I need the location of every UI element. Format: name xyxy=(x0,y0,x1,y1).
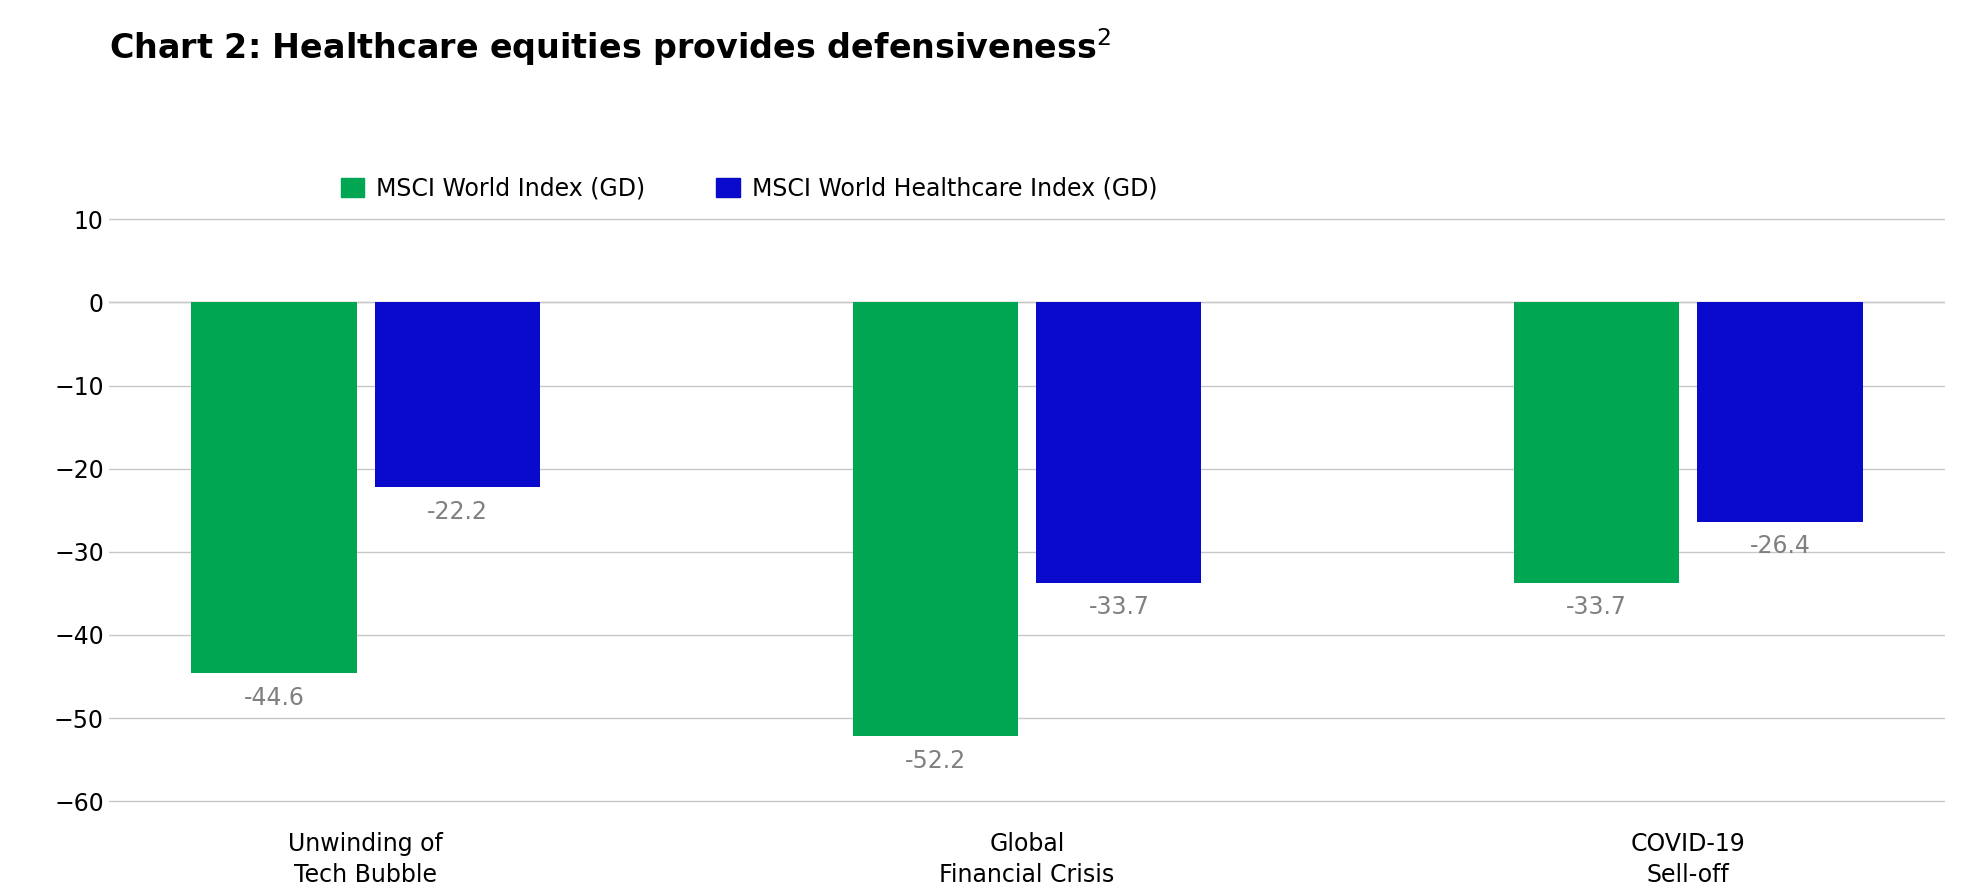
Bar xyxy=(375,302,541,487)
Bar xyxy=(192,302,357,673)
Text: -52.2: -52.2 xyxy=(905,749,966,773)
Legend: MSCI World Index (GD), MSCI World Healthcare Index (GD): MSCI World Index (GD), MSCI World Health… xyxy=(342,177,1157,201)
Text: -22.2: -22.2 xyxy=(427,500,488,524)
Text: -26.4: -26.4 xyxy=(1750,534,1811,558)
Bar xyxy=(1697,302,1862,522)
Bar xyxy=(1037,302,1201,582)
Bar xyxy=(1513,302,1679,582)
Text: Chart 2: Healthcare equities provides defensiveness$^{2}$: Chart 2: Healthcare equities provides de… xyxy=(109,27,1110,68)
Text: -33.7: -33.7 xyxy=(1566,595,1627,619)
Text: -44.6: -44.6 xyxy=(243,685,304,709)
Bar xyxy=(853,302,1017,736)
Text: -33.7: -33.7 xyxy=(1088,595,1149,619)
